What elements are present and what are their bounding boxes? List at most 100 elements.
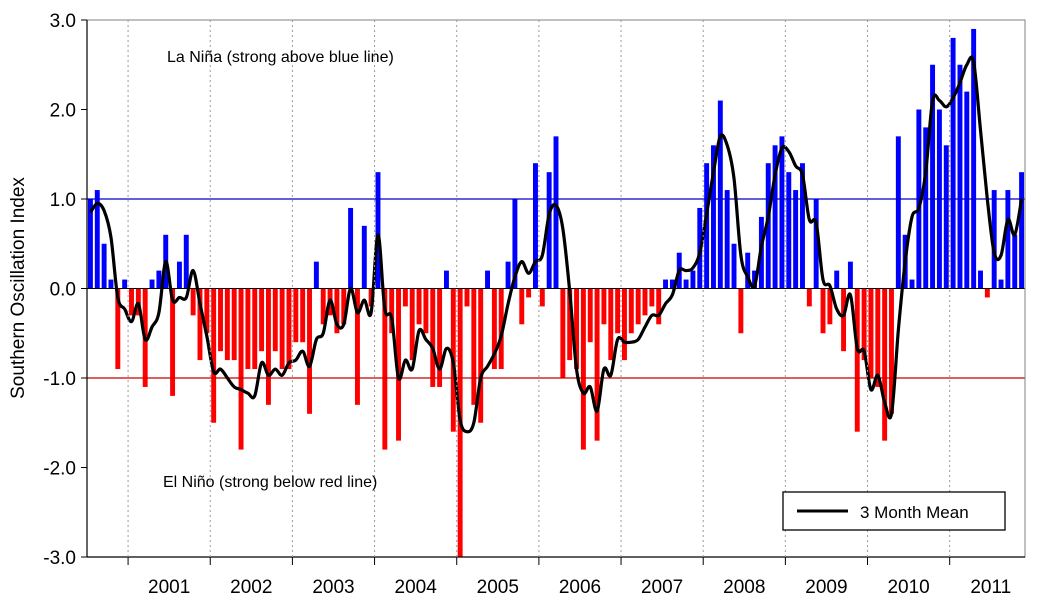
bar-month-113 bbox=[854, 288, 860, 432]
bar-month-83 bbox=[649, 288, 655, 307]
bar-month-67 bbox=[539, 288, 545, 307]
bar-month-78 bbox=[615, 288, 621, 334]
bar-month-7 bbox=[129, 288, 134, 316]
bar-month-24 bbox=[245, 288, 251, 370]
bar-month-17 bbox=[197, 288, 203, 361]
bar-month-6 bbox=[122, 279, 128, 289]
bar-month-115 bbox=[868, 288, 874, 378]
x-tick-label: 2004 bbox=[395, 577, 438, 598]
bar-month-34 bbox=[313, 261, 319, 289]
bar-month-21 bbox=[224, 288, 230, 361]
bar-month-49 bbox=[416, 288, 422, 325]
bar-month-10 bbox=[149, 279, 155, 289]
bar-month-76 bbox=[601, 288, 607, 325]
bar-month-118 bbox=[889, 288, 894, 414]
bar-month-107 bbox=[813, 199, 819, 289]
bar-month-131 bbox=[978, 270, 983, 289]
bar-month-93 bbox=[717, 100, 723, 289]
bar-month-60 bbox=[491, 288, 497, 370]
bar-month-46 bbox=[396, 288, 401, 441]
bar-month-135 bbox=[1005, 190, 1011, 289]
bar-month-81 bbox=[635, 288, 641, 325]
bar-month-96 bbox=[738, 288, 744, 334]
bar-month-111 bbox=[841, 288, 847, 352]
bar-month-59 bbox=[485, 270, 490, 289]
bar-month-1 bbox=[87, 199, 93, 289]
bar-month-110 bbox=[834, 270, 840, 289]
bar-month-89 bbox=[690, 270, 696, 289]
bar-month-22 bbox=[231, 288, 237, 361]
bar-month-114 bbox=[861, 288, 867, 361]
bar-month-20 bbox=[218, 288, 223, 352]
x-tick-label: 2003 bbox=[312, 577, 354, 598]
three-month-mean-line bbox=[89, 55, 1024, 434]
bar-month-19 bbox=[211, 288, 217, 423]
bar-month-13 bbox=[170, 288, 176, 396]
bar-month-72 bbox=[574, 288, 580, 370]
bar-month-66 bbox=[533, 163, 538, 289]
bar-month-57 bbox=[471, 288, 477, 405]
bar-month-61 bbox=[498, 288, 504, 370]
bar-month-37 bbox=[334, 288, 340, 334]
bar-month-26 bbox=[259, 288, 265, 352]
bar-month-58 bbox=[478, 288, 484, 423]
y-tick-labels: 3.0 2.0 1.0 0.0 -1.0 -2.0 -3.0 bbox=[43, 11, 87, 569]
bar-month-51 bbox=[430, 288, 436, 387]
x-tick-label: 2001 bbox=[148, 577, 190, 598]
bar-month-11 bbox=[156, 270, 162, 289]
bar-month-109 bbox=[827, 288, 833, 325]
bar-month-79 bbox=[622, 288, 627, 361]
bar-month-5 bbox=[115, 288, 121, 370]
y-tick-label: 0.0 bbox=[50, 280, 76, 301]
bar-month-43 bbox=[375, 172, 381, 289]
x-tick-label: 2008 bbox=[723, 577, 765, 598]
bar-month-69 bbox=[553, 136, 559, 289]
bar-month-108 bbox=[820, 288, 826, 334]
bar-month-91 bbox=[704, 163, 710, 289]
bar-month-70 bbox=[560, 288, 566, 378]
legend-label: 3 Month Mean bbox=[860, 503, 969, 522]
bar-month-62 bbox=[505, 261, 511, 289]
bar-month-112 bbox=[847, 261, 853, 289]
bar-month-92 bbox=[711, 145, 716, 289]
x-tick-label: 2002 bbox=[230, 577, 272, 598]
bar-month-16 bbox=[190, 288, 196, 316]
y-tick-label: -3.0 bbox=[43, 548, 76, 569]
bar-month-74 bbox=[587, 288, 593, 343]
legend: 3 Month Mean bbox=[782, 491, 1006, 531]
bar-month-68 bbox=[546, 172, 552, 289]
x-tick-label: 2009 bbox=[805, 577, 847, 598]
bar-month-129 bbox=[964, 91, 970, 289]
bar-month-41 bbox=[361, 225, 367, 289]
bar-month-52 bbox=[437, 288, 443, 387]
bar-month-71 bbox=[567, 288, 573, 361]
mean-line-series bbox=[89, 55, 1024, 434]
bar-month-95 bbox=[731, 243, 737, 289]
bar-month-82 bbox=[642, 288, 648, 316]
bar-month-56 bbox=[464, 288, 470, 307]
bar-month-105 bbox=[800, 163, 805, 289]
bar-month-45 bbox=[389, 288, 395, 334]
bar-month-38 bbox=[341, 288, 347, 325]
y-tick-label: 1.0 bbox=[50, 190, 76, 211]
bar-month-53 bbox=[443, 270, 449, 289]
bar-month-3 bbox=[101, 243, 107, 289]
bar-month-133 bbox=[991, 190, 997, 289]
y-tick-label: -2.0 bbox=[43, 459, 76, 480]
bar-month-86 bbox=[669, 279, 675, 289]
la-nina-annotation: La Niña (strong above blue line) bbox=[167, 49, 394, 66]
bar-month-103 bbox=[786, 172, 792, 289]
bar-month-119 bbox=[895, 136, 901, 289]
bar-month-136 bbox=[1012, 234, 1018, 289]
y-tick-label: 2.0 bbox=[50, 101, 76, 122]
bar-month-4 bbox=[108, 279, 114, 289]
bar-month-77 bbox=[608, 288, 614, 361]
bar-month-25 bbox=[252, 288, 258, 370]
bar-month-35 bbox=[320, 288, 326, 325]
bar-month-14 bbox=[176, 261, 182, 289]
bar-month-27 bbox=[265, 288, 271, 405]
bar-month-121 bbox=[909, 279, 915, 289]
bar-month-63 bbox=[512, 199, 518, 289]
bar-month-101 bbox=[772, 145, 778, 289]
y-tick-label: -1.0 bbox=[43, 369, 76, 390]
